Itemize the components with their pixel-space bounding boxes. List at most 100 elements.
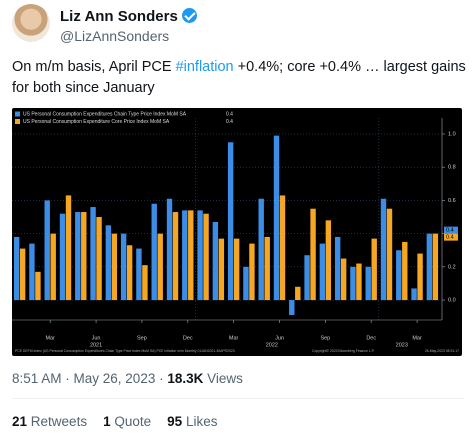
y-tick-label: 0.6 [448,198,456,204]
bar [243,266,249,301]
bar [105,225,112,301]
y-tick-label: 1.0 [448,131,456,137]
x-tick-label: Jun [92,335,101,341]
x-tick-label: Jun [275,335,284,341]
legend-label: US Personal Consumption Expenditures Cha… [23,111,187,117]
y-tick-label: 0.8 [448,165,456,171]
stat-count: 95 [167,414,183,429]
bar [264,236,270,301]
bar [417,253,423,301]
bar [136,248,142,301]
x-tick-label: Dec [183,335,193,341]
bar [334,236,341,301]
bar [319,243,326,301]
bar [227,142,234,301]
y-tick-label: 0.0 [448,298,456,304]
text: +0.4%; core +0.4% … largest gains for bo… [12,59,466,96]
x-tick-label: Mar [229,335,239,341]
bar [411,288,417,301]
bar [81,212,87,301]
bar [111,233,118,301]
views-label: Views [207,371,243,386]
stat-count: 21 [12,414,28,429]
bar [197,210,203,301]
bar [13,236,20,301]
bar [289,300,295,316]
bar [172,212,179,301]
year-label: 2022 [266,342,278,348]
last-value-tag [444,226,458,234]
author-handle[interactable]: @LizAnnSonders [60,28,170,44]
bar [65,195,72,301]
bar [432,233,439,301]
x-tick-label: Mar [45,335,55,341]
last-value-tag [444,233,458,241]
legend-value: 0.4 [226,111,233,117]
bar [310,208,316,301]
chart-image[interactable]: 0.0 0.2 0.4 0.6 0.8 1.0 Mar Jun Sep Dec Mar Jun Sep D… [12,108,462,356]
bar [75,212,81,301]
bar [203,213,209,301]
tweet-meta: 8:51 AM · May 26, 2023 · 18.3K Views [12,371,243,386]
bar [151,203,157,301]
bar [19,248,26,301]
stat[interactable]: 21 Retweets [12,414,87,429]
bar [356,263,362,301]
stat[interactable]: 95 Likes [167,414,217,429]
bar [90,207,96,301]
stat[interactable]: 1 Quote [103,414,151,429]
bar [96,217,102,301]
year-label: 2021 [90,342,102,348]
hashtag[interactable]: #inflation [175,59,234,75]
bar [218,238,225,301]
bar [188,210,194,301]
bar [50,233,56,301]
divider [12,398,464,399]
x-tick-label: Dec [366,335,376,341]
author-name[interactable]: Liz Ann Sonders [60,8,197,25]
bar [426,233,433,301]
bar [325,220,332,301]
author-name-text[interactable]: Liz Ann Sonders [60,8,178,25]
y-tick-label: 0.2 [448,264,456,270]
bar [402,241,408,301]
legend-swatch [15,111,20,117]
bar [120,233,127,301]
chart-copyright: Copyright© 2023 Bloomberg Finance L.P. [312,349,375,353]
bar [350,266,356,301]
legend-value: 0.4 [226,119,233,125]
chart-source: PCE DEFM Index (US Personal Consumption … [15,349,235,353]
bar [157,233,163,301]
stat-label: Likes [185,414,218,429]
stat-label: Quote [114,414,152,429]
verified-badge [181,8,197,23]
bar [142,265,148,301]
bar [396,250,402,301]
legend-label: US Personal Consumption Expenditure Core… [23,119,170,125]
stat-label: Retweets [30,414,88,429]
chart: 0.0 0.2 0.4 0.6 0.8 1.0 Mar Jun Sep Dec Mar Jun Sep D… [12,111,459,353]
avatar[interactable] [12,4,50,42]
bar [212,222,219,301]
text: On m/m basis, April PCE [12,59,176,75]
stat-count: 1 [103,414,111,429]
bar [279,195,286,301]
timestamp[interactable]: 8:51 AM · May 26, 2023 · [12,371,164,386]
tweet-text: On m/m basis, April PCE #inflation +0.4%… [12,57,470,99]
bar [258,198,264,301]
bar [386,208,393,301]
x-tick-label: Sep [137,335,147,341]
bar [29,243,35,301]
bar [182,210,188,301]
bar [166,198,173,301]
tweet-stats: 21 Retweets 1 Quote 95 Likes [12,414,233,429]
bar [273,135,280,301]
bar [304,255,310,301]
bar [249,243,255,301]
bar [59,213,66,301]
views-count: 18.3K [167,371,204,386]
x-tick-label: Mar [412,335,422,341]
last-value-label: 0.4 [446,235,454,241]
bar [295,286,301,301]
